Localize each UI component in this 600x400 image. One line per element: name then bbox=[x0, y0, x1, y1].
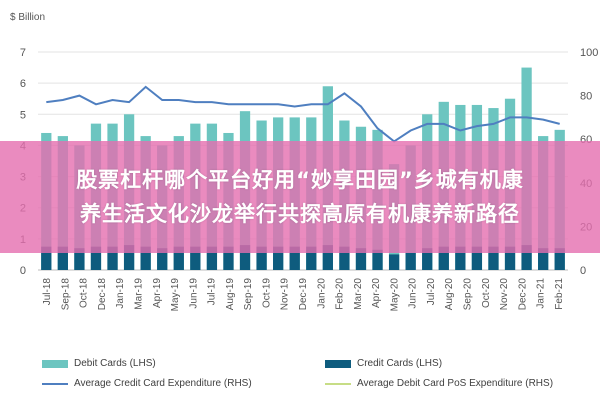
x-tick-label: Jun-19 bbox=[188, 278, 199, 309]
right-tick-label: 0 bbox=[580, 265, 586, 277]
x-tick-label: Jun-20 bbox=[408, 278, 419, 309]
bar-credit bbox=[90, 246, 102, 270]
bar-credit bbox=[521, 245, 532, 270]
x-tick-label: Mar-20 bbox=[353, 278, 364, 310]
x-tick-label: Jan-21 bbox=[536, 278, 547, 309]
bar-credit bbox=[173, 246, 184, 270]
x-tick-label: Dec-18 bbox=[97, 278, 108, 311]
left-axis-label: $ Billion bbox=[10, 12, 46, 23]
bar-credit bbox=[239, 245, 251, 270]
bar-credit bbox=[57, 246, 68, 270]
legend-swatch-avg-credit bbox=[42, 382, 68, 385]
x-tick-label: May-19 bbox=[170, 278, 181, 312]
bar-credit bbox=[273, 246, 284, 270]
bar-credit bbox=[438, 246, 449, 270]
legend-label-avg-debit: Average Debit Card PoS Expenditure (RHS) bbox=[357, 378, 554, 389]
left-tick-label: 7 bbox=[20, 47, 26, 59]
x-tick-label: Oct-18 bbox=[79, 278, 90, 308]
bar-credit bbox=[289, 246, 300, 270]
banner-line-1: 股票杠杆哪个平台好用“妙享田园”乡城有机康 bbox=[76, 168, 524, 192]
banner-line-2: 养生活文化沙龙举行共探高原有机康养新路径 bbox=[80, 202, 520, 226]
bar-credit bbox=[339, 246, 350, 270]
x-tick-label: Feb-21 bbox=[554, 278, 565, 310]
legend-swatch-avg-debit bbox=[325, 382, 351, 385]
legend-label-credit: Credit Cards (LHS) bbox=[357, 358, 443, 369]
bar-credit bbox=[157, 248, 168, 270]
bar-credit bbox=[322, 245, 333, 270]
legend-swatch-debit bbox=[42, 359, 68, 368]
legend-item-credit: Credit Cards (LHS) bbox=[325, 358, 442, 369]
x-tick-label: Nov-20 bbox=[499, 278, 510, 311]
legend-swatch-credit bbox=[325, 359, 351, 368]
x-tick-label: Apr-20 bbox=[371, 278, 382, 308]
x-tick-label: Aug-19 bbox=[225, 278, 236, 311]
bar-credit bbox=[471, 246, 483, 270]
x-tick-label: Feb-20 bbox=[335, 278, 346, 310]
bar-credit bbox=[107, 246, 118, 270]
bar-credit bbox=[372, 249, 383, 270]
left-tick-label: 5 bbox=[20, 109, 26, 121]
legend: Debit Cards (LHS) Credit Cards (LHS) Ave… bbox=[0, 340, 600, 400]
bar-credit bbox=[256, 246, 267, 270]
bar-credit bbox=[538, 248, 549, 270]
x-tick-label: Sep-20 bbox=[462, 278, 473, 311]
overlay-banner: 股票杠杆哪个平台好用“妙享田园”乡城有机康 养生活文化沙龙举行共探高原有机康养新… bbox=[0, 141, 600, 253]
left-tick-label: 6 bbox=[20, 78, 26, 90]
right-tick-label: 100 bbox=[580, 47, 598, 59]
x-tick-label: Mar-19 bbox=[134, 278, 145, 310]
bar-credit bbox=[206, 246, 218, 270]
legend-label-avg-credit: Average Credit Card Expenditure (RHS) bbox=[74, 378, 252, 389]
x-tick-label: Jan-20 bbox=[316, 278, 327, 309]
x-tick-label: Nov-19 bbox=[280, 278, 291, 311]
bar-credit bbox=[223, 246, 234, 270]
bar-credit bbox=[306, 246, 317, 270]
bar-credit bbox=[405, 252, 416, 270]
x-tick-label: Oct-19 bbox=[261, 278, 272, 308]
x-tick-label: Jul-20 bbox=[426, 278, 437, 306]
legend-label-debit: Debit Cards (LHS) bbox=[74, 358, 156, 369]
bar-credit bbox=[388, 254, 400, 270]
bar-credit bbox=[140, 246, 151, 270]
bar-credit bbox=[504, 246, 516, 270]
bar-credit bbox=[554, 248, 565, 270]
x-tick-label: Aug-20 bbox=[444, 278, 455, 311]
legend-item-avg-credit: Average Credit Card Expenditure (RHS) bbox=[42, 378, 252, 389]
x-tick-label: Dec-20 bbox=[517, 278, 528, 311]
bar-credit bbox=[74, 248, 85, 270]
line-series-0 bbox=[46, 85, 560, 143]
x-tick-label: Jul-19 bbox=[207, 278, 218, 306]
bar-credit bbox=[41, 246, 52, 270]
x-tick-label: Jul-18 bbox=[42, 278, 53, 306]
x-tick-label: Oct-20 bbox=[481, 278, 492, 308]
x-tick-label: Sep-19 bbox=[243, 278, 254, 311]
bar-credit bbox=[488, 246, 499, 270]
bar-credit bbox=[123, 245, 135, 270]
x-tick-label: May-20 bbox=[389, 278, 400, 312]
legend-item-avg-debit: Average Debit Card PoS Expenditure (RHS) bbox=[325, 378, 553, 389]
bar-credit bbox=[190, 246, 201, 270]
bar-credit bbox=[455, 246, 466, 270]
bar-credit bbox=[355, 248, 367, 270]
bar-credit bbox=[422, 248, 433, 270]
left-tick-label: 0 bbox=[20, 265, 26, 277]
right-tick-label: 80 bbox=[580, 91, 592, 103]
x-tick-label: Dec-19 bbox=[298, 278, 309, 311]
x-tick-label: Sep-18 bbox=[60, 278, 71, 311]
legend-item-debit: Debit Cards (LHS) bbox=[42, 358, 156, 369]
x-tick-label: Apr-19 bbox=[152, 278, 163, 308]
x-tick-label: Jan-19 bbox=[115, 278, 126, 309]
